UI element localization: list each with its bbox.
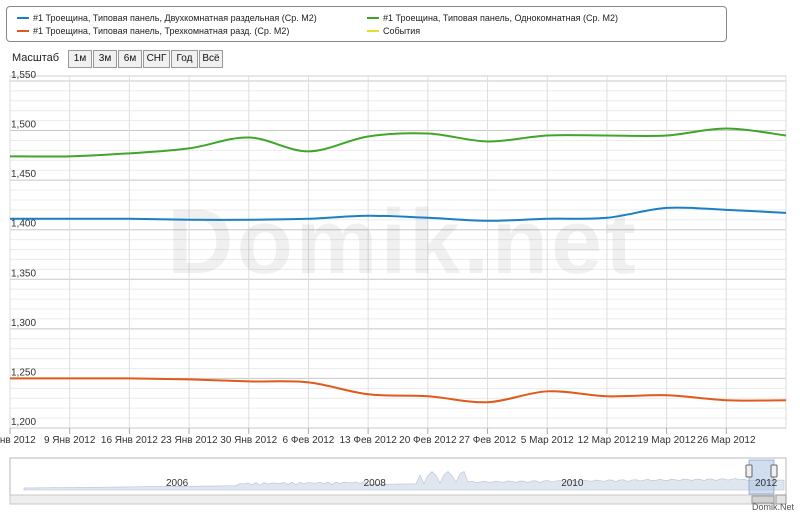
legend-label: #1 Троещина, Типовая панель, Двухкомнатн… [33, 13, 317, 23]
navigator-handle-right[interactable] [770, 464, 778, 478]
y-tick-label: 1,300 [11, 318, 36, 329]
navigator-handle-left[interactable] [745, 464, 753, 478]
series-line-2[interactable] [9, 377, 787, 404]
x-tick-label: 9 Янв 2012 [44, 435, 96, 446]
zoom-1y-button[interactable]: Год [171, 50, 198, 68]
legend-swatch [17, 29, 29, 32]
y-tick-label: 1,250 [11, 367, 36, 378]
navigator-selection[interactable] [748, 459, 775, 495]
brand-label: Domik.Net [751, 502, 794, 512]
x-tick-label: 26 Мар 2012 [697, 435, 756, 446]
series-line-1[interactable] [10, 206, 787, 222]
legend-item-three-room[interactable]: #1 Троещина, Типовая панель, Трехкомнатн… [17, 26, 289, 37]
navigator-years: 2006 2008 2010 2012 [166, 478, 778, 489]
series-line-0[interactable] [9, 127, 787, 158]
legend-swatch [367, 29, 379, 32]
chart-legend: #1 Троещина, Типовая панель, Двухкомнатн… [6, 6, 727, 42]
x-tick-label: 2 Янв 2012 [0, 435, 36, 446]
zoom-1m-button[interactable]: 1м [68, 50, 92, 68]
navigator-area [23, 471, 785, 491]
y-tick-label: 1,350 [11, 268, 36, 279]
zoom-label: Масштаб [12, 52, 60, 64]
zoom-all-button[interactable]: Всё [199, 50, 223, 68]
navigator-year-label: 2010 [561, 478, 584, 489]
y-tick-label: 1,450 [11, 169, 36, 180]
navigator-year-label: 2006 [166, 478, 189, 489]
navigator-frame [9, 457, 787, 505]
chart-series [9, 127, 787, 404]
zoom-3m-button[interactable]: 3м [93, 50, 117, 68]
legend-swatch [17, 16, 29, 19]
y-tick-label: 1,200 [11, 417, 36, 428]
y-tick-label: 1,500 [11, 120, 36, 131]
navigator-year-label: 2012 [755, 478, 778, 489]
legend-item-two-room[interactable]: #1 Троещина, Типовая панель, Двухкомнатн… [17, 13, 317, 24]
legend-label: #1 Троещина, Типовая панель, Трехкомнатн… [33, 26, 290, 36]
x-tick-label: 20 Фев 2012 [399, 435, 457, 446]
x-tick-label: 23 Янв 2012 [161, 435, 218, 446]
chart-grid [9, 75, 787, 429]
legend-item-events[interactable]: События [367, 26, 420, 37]
x-tick-label: 6 Фев 2012 [283, 435, 335, 446]
plot-area [9, 75, 787, 429]
legend-item-one-room[interactable]: #1 Троещина, Типовая панель, Однокомнатн… [367, 13, 618, 24]
navigator[interactable]: 2006 2008 2010 2012 [9, 457, 787, 505]
y-tick-label: 1,400 [11, 219, 36, 230]
x-tick-label: 16 Янв 2012 [101, 435, 158, 446]
navigator-scrollbar[interactable] [9, 494, 787, 505]
legend-label: #1 Троещина, Типовая панель, Однокомнатн… [383, 13, 619, 23]
zoom-6m-button[interactable]: 6м [118, 50, 142, 68]
x-tick-label: 5 Мар 2012 [521, 435, 574, 446]
x-tick-label: 27 Фев 2012 [459, 435, 517, 446]
x-tick-label: 13 Фев 2012 [339, 435, 397, 446]
navigator-year-label: 2008 [364, 478, 387, 489]
x-tick-label: 12 Мар 2012 [578, 435, 637, 446]
y-tick-label: 1,550 [11, 70, 36, 81]
legend-swatch [367, 16, 379, 19]
y-axis: 1,200 1,250 1,300 1,350 1,400 1,450 1,500 1,550 [11, 70, 36, 428]
x-tick-label: 19 Мар 2012 [637, 435, 696, 446]
watermark-text: Domik.net [167, 191, 639, 293]
legend-label: События [383, 26, 421, 36]
zoom-ytd-button[interactable]: СНГ [143, 50, 170, 68]
x-tick-label: 30 Янв 2012 [220, 435, 277, 446]
